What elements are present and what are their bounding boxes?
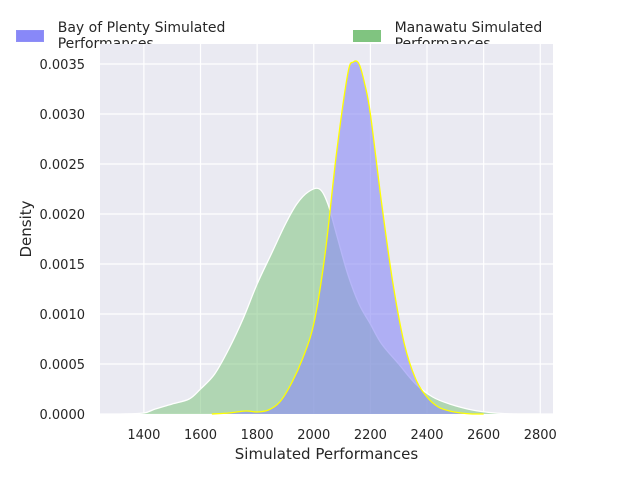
x-tick-label: 2600 — [467, 428, 500, 443]
x-tick-label: 1600 — [184, 428, 217, 443]
y-tick-label: 0.0015 — [40, 258, 86, 273]
x-axis-label: Simulated Performances — [235, 445, 419, 463]
y-tick-label: 0.0005 — [40, 358, 86, 373]
y-tick-label: 0.0000 — [40, 408, 86, 423]
series-line-bay-of-plenty — [211, 60, 484, 415]
y-axis-label: Density — [17, 200, 35, 257]
x-tick-label: 1800 — [241, 428, 274, 443]
x-tick-label: 2200 — [354, 428, 387, 443]
legend-swatch-manawatu — [352, 30, 381, 42]
x-tick-label: 2000 — [297, 428, 330, 443]
y-tick-label: 0.0025 — [40, 158, 86, 173]
y-tick-label: 0.0030 — [40, 108, 86, 123]
y-tick-label: 0.0010 — [40, 308, 86, 323]
series-areas — [121, 60, 541, 415]
legend-swatch-bay-of-plenty — [16, 30, 44, 42]
y-tick-label: 0.0020 — [40, 208, 86, 223]
x-tick-label: 1400 — [127, 428, 160, 443]
x-tick-label: 2800 — [524, 428, 557, 443]
tick-labels: 1400 1600 1800 2000 2200 2400 2600 2800 0.0000 0.… — [40, 58, 557, 443]
series-area-bay-of-plenty — [211, 60, 484, 414]
x-tick-label: 2400 — [410, 428, 443, 443]
y-tick-label: 0.0035 — [40, 58, 86, 73]
series-line-manawatu — [121, 187, 541, 415]
